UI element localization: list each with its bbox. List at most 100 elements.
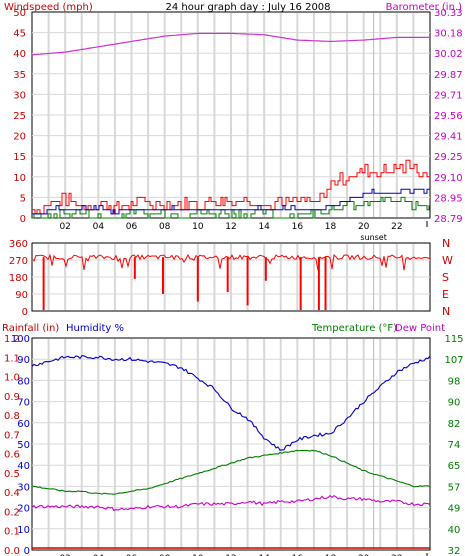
hum-x-tick-16: 16 (292, 554, 304, 556)
humidity-y-tick-50: 50 (17, 440, 30, 451)
hum-x-tick-12: 12 (225, 554, 236, 556)
wind-y-tick-20: 20 (13, 132, 26, 143)
rain-y-tick-4: 0.5 (4, 469, 20, 480)
wind-x-tick-04: 04 (93, 222, 105, 232)
baro-y-tick-2: 29.10 (434, 173, 463, 184)
hum-x-tick-04: 04 (93, 554, 105, 556)
dir-compass-3: E (442, 288, 449, 301)
wind-x-tick-06: 06 (126, 222, 138, 232)
dir-compass-1: W (442, 254, 453, 267)
wind-y-tick-15: 15 (13, 152, 26, 163)
temp-y-tick-90: 90 (448, 398, 461, 409)
hum-x-tick-18: 18 (325, 554, 337, 556)
dir-y-tick-0: 0 (22, 307, 28, 318)
humidity-axis-label: Humidity % (66, 323, 124, 334)
baro-y-tick-0: 28.79 (434, 214, 463, 225)
wind-direction-line (31, 253, 431, 271)
wind-x-tick-22: 22 (391, 222, 402, 232)
rain-y-tick-2: 0.2 (4, 507, 20, 518)
wind-x-tick-10: 10 (192, 222, 204, 232)
chart-title: 24 hour graph day : July 16 2008 (165, 2, 330, 13)
temperature-line (31, 449, 431, 495)
rain-y-tick-6: 0.7 (4, 430, 20, 441)
rain-y-tick-5: 0.6 (4, 450, 20, 461)
humidity-y-tick-80: 80 (17, 376, 30, 387)
wind-y-tick-0: 0 (20, 214, 26, 225)
temp-y-tick-115: 115 (444, 334, 463, 345)
baro-y-tick-5: 29.56 (434, 111, 463, 122)
dir-y-tick-360: 360 (9, 239, 28, 250)
wind-x-tick-02: 02 (59, 222, 70, 232)
temp-y-tick-49: 49 (448, 504, 461, 515)
temp-y-tick-107: 107 (444, 355, 463, 366)
humidity-y-tick-40: 40 (17, 461, 30, 472)
hum-x-tick-02: 02 (59, 554, 70, 556)
hum-x-tick-06: 06 (126, 554, 138, 556)
wind-x-tick-16: 16 (292, 222, 304, 232)
rain-y-tick-7: 0.8 (4, 411, 20, 422)
hum-x-tick-08: 08 (159, 554, 171, 556)
wind-x-tick-08: 08 (159, 222, 171, 232)
baro-y-tick-3: 29.25 (434, 152, 463, 163)
wind-y-tick-5: 5 (20, 193, 26, 204)
dir-y-tick-270: 270 (9, 256, 28, 267)
dir-compass-2: S (442, 271, 449, 284)
baro-y-tick-1: 28.95 (434, 193, 463, 204)
temp-y-tick-32: 32 (448, 546, 461, 556)
dir-compass-4: N (442, 305, 450, 318)
baro-y-tick-8: 30.02 (434, 49, 463, 60)
dir-compass-0: N (442, 237, 450, 250)
temperature-axis-label: Temperature (°F) (311, 323, 397, 334)
temp-y-tick-40: 40 (448, 525, 461, 536)
dir-y-tick-180: 180 (9, 273, 28, 284)
rain-y-tick-10: 1.1 (4, 353, 20, 364)
wind-y-tick-40: 40 (13, 49, 26, 60)
humidity-y-tick-10: 10 (17, 525, 30, 536)
rain-y-tick-9: 1.0 (4, 373, 20, 384)
wind-x-tick-14: 14 (258, 222, 270, 232)
temp-y-tick-65: 65 (448, 461, 461, 472)
dewpoint-axis-label: Dew Point (395, 323, 445, 334)
temp-y-tick-74: 74 (448, 440, 461, 451)
wind-y-tick-25: 25 (13, 111, 26, 122)
temp-y-tick-98: 98 (448, 376, 461, 387)
dewpoint-line (31, 494, 431, 512)
hum-x-tick-14: 14 (258, 554, 270, 556)
baro-y-tick-10: 30.33 (434, 8, 463, 19)
wind-y-tick-45: 45 (13, 29, 26, 40)
baro-y-tick-9: 30.18 (434, 29, 463, 40)
hum-x-tick-22: 22 (391, 554, 402, 556)
wind-average-line (32, 188, 430, 215)
barometer-axis-label: Barometer (in.) (386, 2, 462, 13)
rain-y-tick-3: 0.4 (4, 488, 20, 499)
humidity-y-tick-90: 90 (17, 355, 30, 366)
rainfall-axis-label: Rainfall (in) (2, 323, 59, 334)
wind-x-tick-12: 12 (225, 222, 236, 232)
wind-y-tick-50: 50 (13, 8, 26, 19)
humidity-y-tick-70: 70 (17, 398, 30, 409)
temp-y-tick-57: 57 (448, 482, 461, 493)
hum-x-tick-10: 10 (192, 554, 204, 556)
barometer-line (31, 32, 430, 56)
windspeed-axis-label: Windspeed (mph) (4, 2, 93, 13)
wind-y-tick-35: 35 (13, 70, 26, 81)
baro-y-tick-6: 29.71 (434, 90, 463, 101)
rain-y-tick-0: 0.0 (4, 546, 20, 556)
rain-y-tick-8: 0.9 (4, 392, 20, 403)
wind-x-tick-20: 20 (358, 222, 370, 232)
humidity-line (31, 355, 431, 451)
wind-y-tick-30: 30 (13, 90, 26, 101)
humidity-y-tick-60: 60 (17, 419, 30, 430)
humidity-y-tick-20: 20 (17, 504, 30, 515)
wind-sunset-label: sunset (360, 233, 387, 242)
humidity-y-tick-0: 0 (24, 546, 30, 556)
rain-y-tick-11: 1.2 (4, 334, 20, 345)
baro-y-tick-4: 29.41 (434, 132, 463, 143)
wind-y-tick-10: 10 (13, 173, 26, 184)
dir-y-tick-90: 90 (15, 290, 28, 301)
temp-y-tick-82: 82 (448, 419, 461, 430)
hum-x-tick-20: 20 (358, 554, 370, 556)
humidity-y-tick-30: 30 (17, 482, 30, 493)
